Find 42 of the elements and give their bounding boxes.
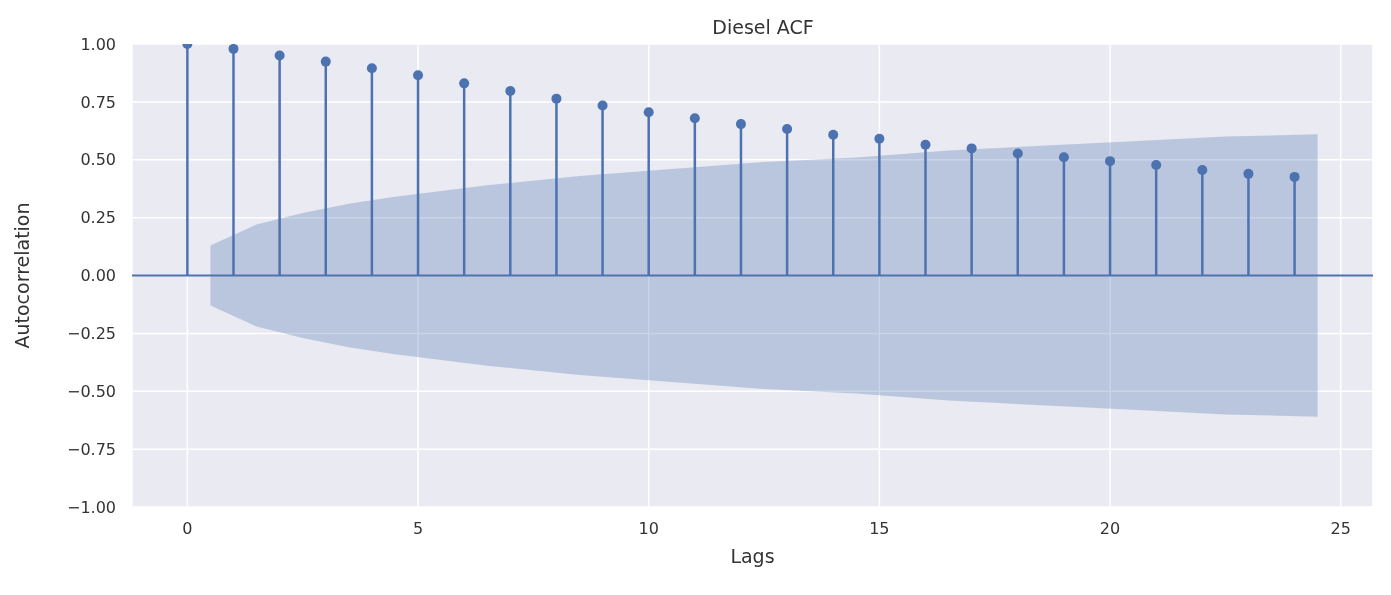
y-tick-label: 1.00 [80, 34, 116, 54]
point [735, 119, 746, 130]
x-tick-label: 0 [182, 519, 193, 539]
y-tick-label: 0.00 [80, 266, 116, 286]
y-tick-label: −0.25 [66, 324, 116, 344]
y-tick-label: −0.75 [66, 439, 116, 459]
y-tick-label: 0.75 [80, 92, 116, 112]
point [551, 93, 562, 104]
y-tick-label: −1.00 [66, 497, 116, 517]
point [413, 70, 424, 81]
x-axis-title: Lags [730, 545, 775, 567]
x-tick-label: 10 [638, 519, 659, 539]
point [1197, 164, 1208, 175]
point [689, 113, 700, 124]
point [1243, 168, 1254, 179]
x-tick-label: 15 [869, 519, 890, 539]
point [643, 107, 654, 118]
x-tick-label: 5 [412, 519, 424, 539]
point [1151, 160, 1162, 171]
point [274, 50, 285, 61]
point [828, 129, 839, 140]
y-tick-label: 0.50 [80, 150, 116, 170]
y-axis-title: Autocorrelation [10, 202, 33, 349]
point [874, 133, 885, 144]
point [320, 56, 331, 67]
point [1105, 156, 1116, 167]
point [966, 143, 977, 154]
point [1058, 152, 1069, 163]
point [1289, 171, 1300, 182]
point [366, 63, 377, 74]
point [1012, 148, 1023, 159]
point [920, 139, 931, 150]
y-tick-label: −0.50 [66, 381, 116, 401]
x-tick-label: 20 [1099, 519, 1121, 539]
point [505, 85, 516, 96]
point [459, 78, 470, 89]
chart-title: Diesel ACF [712, 16, 814, 38]
point [597, 100, 608, 111]
y-tick-label: 0.25 [80, 208, 116, 228]
x-tick-label: 25 [1330, 519, 1351, 539]
point [228, 44, 239, 54]
point [782, 123, 793, 134]
